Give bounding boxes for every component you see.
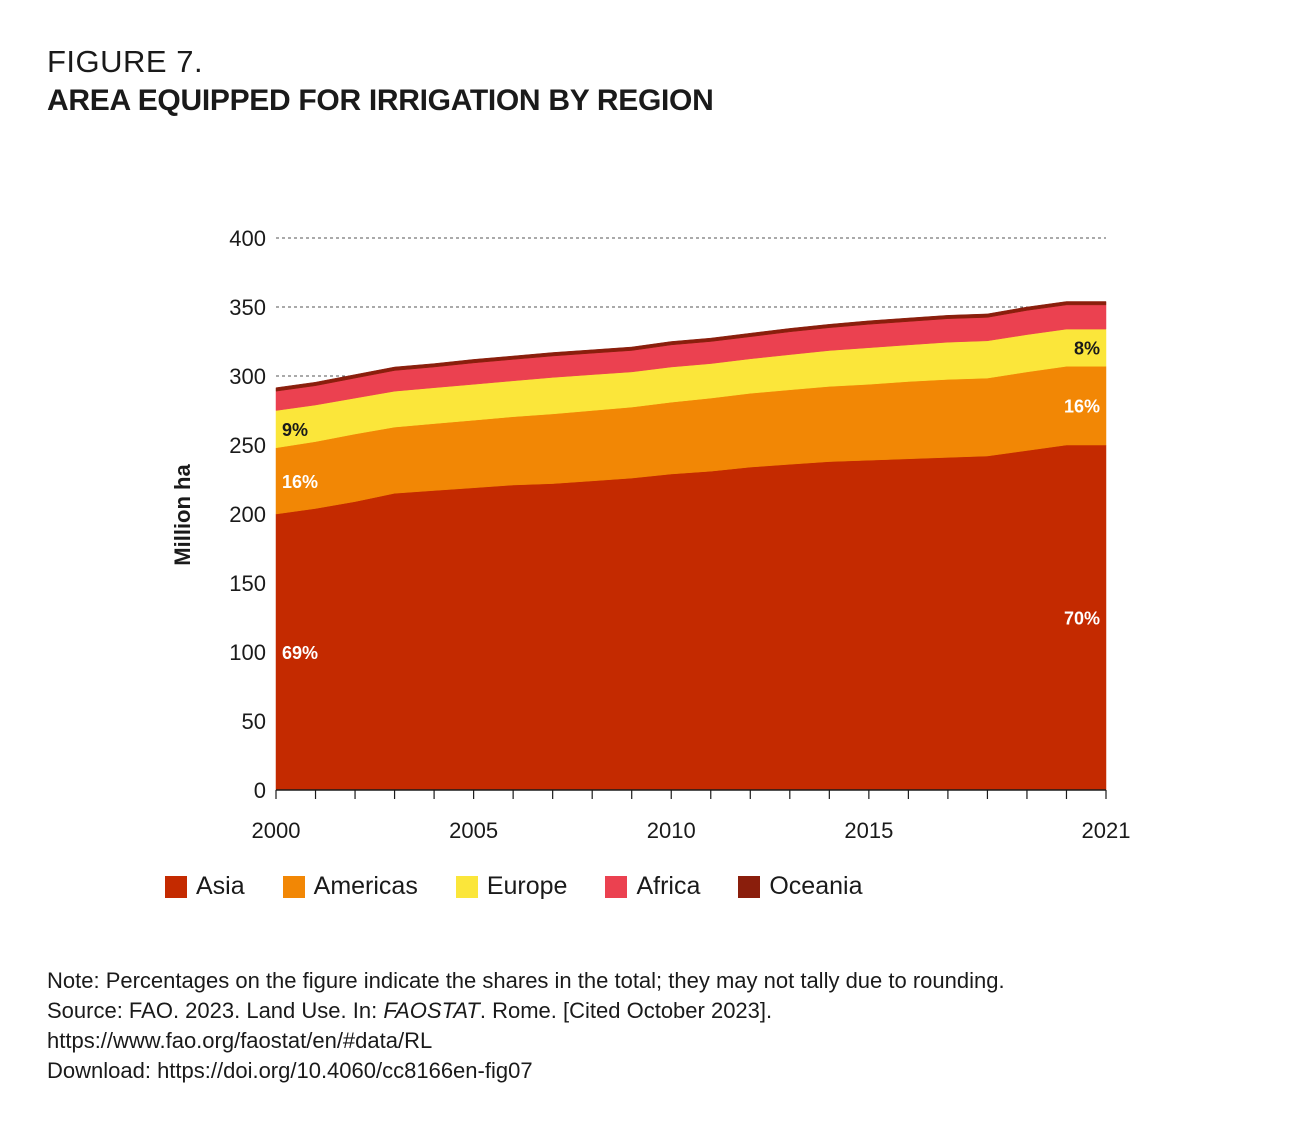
legend-item-africa: Africa — [605, 872, 700, 901]
legend-label: Europe — [486, 872, 568, 900]
y-axis-label: Million ha — [170, 464, 195, 566]
pct-label: 8% — [1074, 339, 1100, 359]
y-tick-label: 350 — [229, 295, 266, 320]
pct-label: 70% — [1064, 609, 1100, 629]
area-series — [275, 301, 1107, 791]
area-oceania — [275, 301, 1107, 392]
legend-item-asia: Asia — [165, 872, 245, 901]
percentage-labels: 69% 16% 9% 70% 16% 8% — [282, 339, 1100, 663]
source-italic: FAOSTAT — [383, 998, 480, 1023]
x-tick-label: 2000 — [252, 818, 301, 843]
y-tick-label: 250 — [229, 433, 266, 458]
y-tick-label: 100 — [229, 640, 266, 665]
notes-block: Note: Percentages on the figure indicate… — [47, 966, 1005, 1086]
y-tick-label: 50 — [242, 709, 266, 734]
y-tick-label: 150 — [229, 571, 266, 596]
axes: 0 50 100 150 200 250 300 350 400 2000 2005 2010 2015… — [229, 226, 1130, 843]
x-tick-label: 2010 — [647, 818, 696, 843]
legend-swatch — [738, 875, 761, 898]
legend-swatch — [455, 875, 478, 898]
y-tick-label: 200 — [229, 502, 266, 527]
legend-label: Africa — [636, 872, 701, 900]
legend-label: Asia — [196, 872, 245, 900]
legend-swatch — [282, 875, 305, 898]
source-suffix: . Rome. [Cited October 2023]. — [479, 998, 773, 1023]
x-tick-label: 2005 — [449, 818, 498, 843]
y-tick-label: 300 — [229, 364, 266, 389]
x-tick-label: 2021 — [1082, 818, 1131, 843]
y-tick-label: 400 — [229, 226, 266, 251]
legend-swatch — [165, 875, 187, 898]
source-url-link[interactable]: https://www.fao.org/faostat/en/#data/RL — [47, 1028, 433, 1053]
legend-item-oceania: Oceania — [738, 872, 862, 901]
note-text: Note: Percentages on the figure indicate… — [47, 968, 1005, 993]
pct-label: 16% — [282, 472, 318, 492]
legend: Asia Americas Europe Africa Oceania — [165, 872, 900, 901]
download-link[interactable]: Download: https://doi.org/10.4060/cc8166… — [47, 1058, 533, 1083]
legend-swatch — [605, 875, 628, 898]
legend-label: Oceania — [769, 872, 863, 900]
pct-label: 16% — [1064, 397, 1100, 417]
pct-label: 9% — [282, 420, 308, 440]
legend-item-europe: Europe — [455, 872, 568, 901]
legend-item-americas: Americas — [282, 872, 418, 901]
figure-label: FIGURE 7. — [47, 44, 204, 79]
x-tick-label: 2015 — [844, 818, 893, 843]
pct-label: 69% — [282, 643, 318, 663]
y-tick-label: 0 — [254, 778, 266, 803]
figure-title: AREA EQUIPPED FOR IRRIGATION BY REGION — [47, 84, 714, 117]
source-prefix: Source: FAO. 2023. Land Use. In: — [47, 998, 384, 1023]
source-text: Source: FAO. 2023. Land Use. In: FAOSTAT… — [47, 996, 1005, 1026]
area-asia — [275, 444, 1107, 791]
stacked-area-chart: 0 50 100 150 200 250 300 350 400 2000 2005 2010 2015… — [170, 226, 1130, 843]
legend-label: Americas — [313, 872, 418, 900]
